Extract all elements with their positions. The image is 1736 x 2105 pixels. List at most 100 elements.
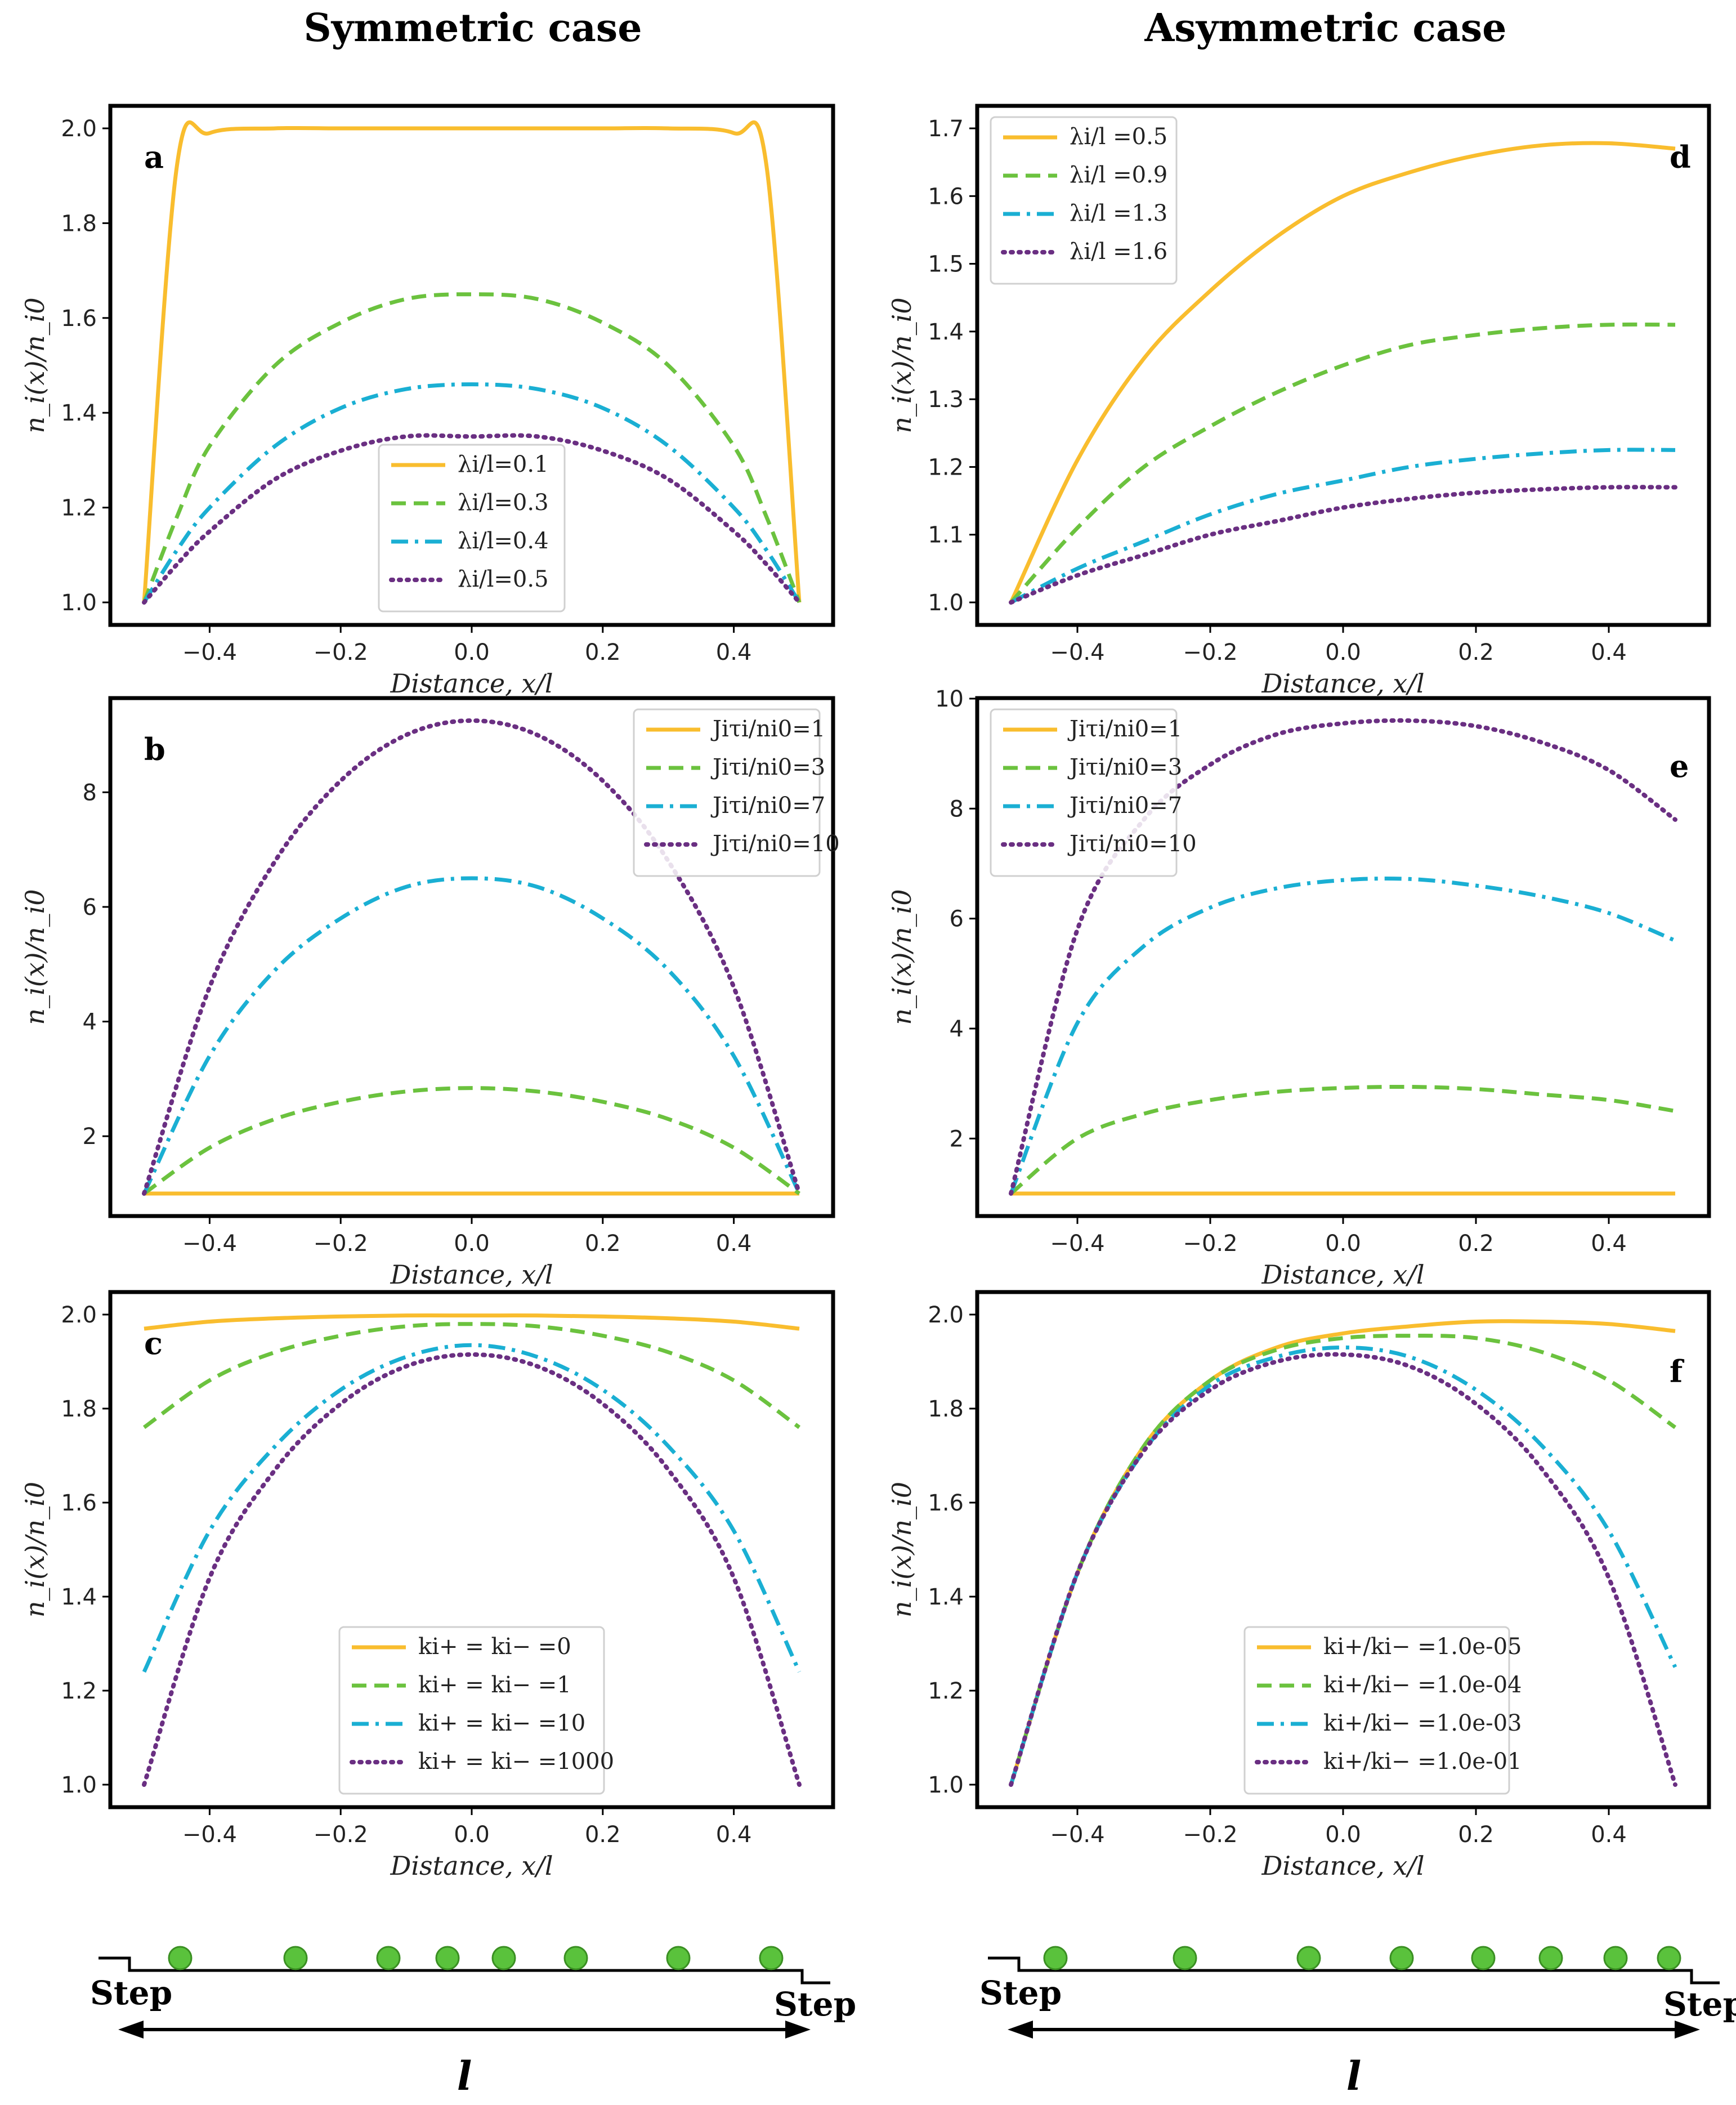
y-tick-label: 1.4 xyxy=(61,400,97,426)
y-tick-label: 1.0 xyxy=(928,590,964,616)
y-tick-label: 1.2 xyxy=(928,454,964,480)
series-line-3 xyxy=(142,876,802,1195)
legend-label: Jiτi/ni0=1 xyxy=(710,716,825,742)
arrow-head-left xyxy=(1008,2021,1033,2039)
y-tick-label: 2.0 xyxy=(61,116,97,142)
y-axis-label: n_i(x)/n_i0 xyxy=(887,297,917,433)
arrow-head-right xyxy=(1675,2021,1700,2039)
y-tick-label: 10 xyxy=(935,686,964,712)
length-label: l xyxy=(1346,2053,1362,2099)
series-line-4 xyxy=(142,433,802,605)
legend-label: Jiτi/ni0=1 xyxy=(1067,716,1182,742)
x-tick-label: 0.4 xyxy=(716,1822,752,1848)
x-axis-label: Distance, x/l xyxy=(1261,1259,1424,1290)
series-line-2 xyxy=(1009,322,1676,604)
y-tick-label: 8 xyxy=(83,780,97,806)
legend-label: ki+/ki− =1.0e-04 xyxy=(1323,1672,1522,1698)
legend-label: λi/l=0.1 xyxy=(458,452,549,477)
series-line-3 xyxy=(1009,876,1676,1195)
x-tick-label: 0.0 xyxy=(454,640,490,665)
x-axis-label: Distance, x/l xyxy=(1261,1851,1424,1881)
series-line-4 xyxy=(1009,485,1677,605)
y-tick-label: 1.6 xyxy=(61,306,97,332)
x-tick-label: 0.2 xyxy=(1458,640,1494,665)
legend-box xyxy=(378,444,566,613)
y-tick-label: 1.4 xyxy=(928,1584,964,1610)
y-tick-label: 6 xyxy=(950,906,964,932)
adatom-ball xyxy=(563,1946,588,1970)
panel-f: −0.4 −0.2 0.0 0.2 0.4 1.0 1.2 1.4 1.6 1.8 2.0 Dista… xyxy=(887,1290,1711,1881)
step-label-left: Step xyxy=(979,1974,1062,2012)
y-tick-label: 1.4 xyxy=(61,1584,97,1610)
adatom-ball xyxy=(491,1946,516,1970)
legend-label: ki+ = ki− =1000 xyxy=(418,1749,614,1775)
legend-label: λi/l=0.4 xyxy=(458,528,549,554)
x-tick-label: −0.4 xyxy=(182,1822,237,1848)
series-line-3 xyxy=(142,1343,802,1673)
y-tick-label: 2 xyxy=(83,1124,97,1150)
series-line-4 xyxy=(1009,718,1677,1196)
adatom-ball xyxy=(1471,1946,1496,1970)
legend-box xyxy=(1243,1626,1510,1795)
x-tick-label: 0.2 xyxy=(585,1231,621,1257)
x-tick-label: −0.4 xyxy=(1050,1822,1104,1848)
x-axis-label: Distance, x/l xyxy=(1261,668,1424,699)
y-tick-label: 1.4 xyxy=(928,319,964,345)
series-line-4 xyxy=(142,718,802,1196)
adatom-ball xyxy=(1389,1946,1414,1970)
y-tick-label: 1.8 xyxy=(928,1396,964,1422)
y-tick-label: 1.8 xyxy=(61,211,97,236)
adatom-ball xyxy=(1538,1946,1563,1970)
legend-label: Jiτi/ni0=10 xyxy=(1067,831,1197,857)
y-tick-label: 1.6 xyxy=(928,1490,964,1516)
x-tick-label: −0.2 xyxy=(1183,1822,1237,1848)
y-axis-label: n_i(x)/n_i0 xyxy=(20,889,50,1025)
y-tick-label: 1.3 xyxy=(928,387,964,413)
series-line-1 xyxy=(1009,141,1676,604)
x-axis-label: Distance, x/l xyxy=(390,1851,553,1881)
legend-label: λi/l=0.3 xyxy=(458,490,549,516)
panel-b: −0.4 −0.2 0.0 0.2 0.4 2 4 6 8 Distance, x/l n_i(x)… xyxy=(20,696,840,1290)
x-tick-label: 0.4 xyxy=(716,1231,752,1257)
series-line-2 xyxy=(1009,1334,1677,1786)
y-tick-label: 1.6 xyxy=(61,1490,97,1516)
adatom-ball xyxy=(1603,1946,1628,1970)
y-tick-label: 1.8 xyxy=(61,1396,97,1422)
legend-box xyxy=(990,116,1178,285)
x-axis-label: Distance, x/l xyxy=(390,668,553,699)
x-tick-label: 0.4 xyxy=(1591,640,1627,665)
terrace-line xyxy=(99,1956,830,1985)
x-tick-label: 0.0 xyxy=(454,1231,490,1257)
y-axis-label: n_i(x)/n_i0 xyxy=(887,889,917,1025)
legend-label: ki+ = ki− =0 xyxy=(418,1634,571,1660)
y-tick-label: 4 xyxy=(83,1009,97,1035)
x-tick-label: 0.0 xyxy=(1325,1822,1361,1848)
y-tick-label: 1.0 xyxy=(61,1772,97,1798)
panel-label: d xyxy=(1670,139,1691,175)
adatom-ball xyxy=(1296,1946,1321,1970)
asymmetric-title: Asymmetric case xyxy=(1144,6,1507,51)
y-axis-label: n_i(x)/n_i0 xyxy=(20,297,50,433)
series-line-4 xyxy=(1009,1352,1677,1787)
legend-label: ki+/ki− =1.0e-01 xyxy=(1323,1749,1522,1775)
y-tick-label: 1.2 xyxy=(61,495,97,521)
step-label-left: Step xyxy=(90,1974,172,2012)
arrow-head-left xyxy=(118,2021,144,2039)
adatom-ball xyxy=(1173,1946,1197,1970)
legend-label: Jiτi/ni0=3 xyxy=(710,754,825,780)
x-tick-label: 0.2 xyxy=(585,640,621,665)
series-line-2 xyxy=(142,1322,801,1429)
panel-a: −0.4 −0.2 0.0 0.2 0.4 1.0 1.2 1.4 1.6 1.8 2.0 Dista… xyxy=(20,104,835,699)
panel-c: −0.4 −0.2 0.0 0.2 0.4 1.0 1.2 1.4 1.6 1.8 2.0 Dista… xyxy=(20,1290,835,1881)
adatom-ball xyxy=(759,1946,784,1970)
step-label-right: Step xyxy=(1663,1985,1736,2023)
y-tick-label: 1.5 xyxy=(928,252,964,278)
arrow-head-right xyxy=(785,2021,811,2039)
x-tick-label: −0.2 xyxy=(314,640,368,665)
x-tick-label: 0.2 xyxy=(585,1822,621,1848)
legend-box xyxy=(338,1626,605,1795)
y-tick-label: 1.2 xyxy=(928,1678,964,1704)
adatom-ball xyxy=(1043,1946,1068,1970)
legend-label: Jiτi/ni0=3 xyxy=(1067,754,1182,780)
x-tick-label: −0.4 xyxy=(182,640,237,665)
